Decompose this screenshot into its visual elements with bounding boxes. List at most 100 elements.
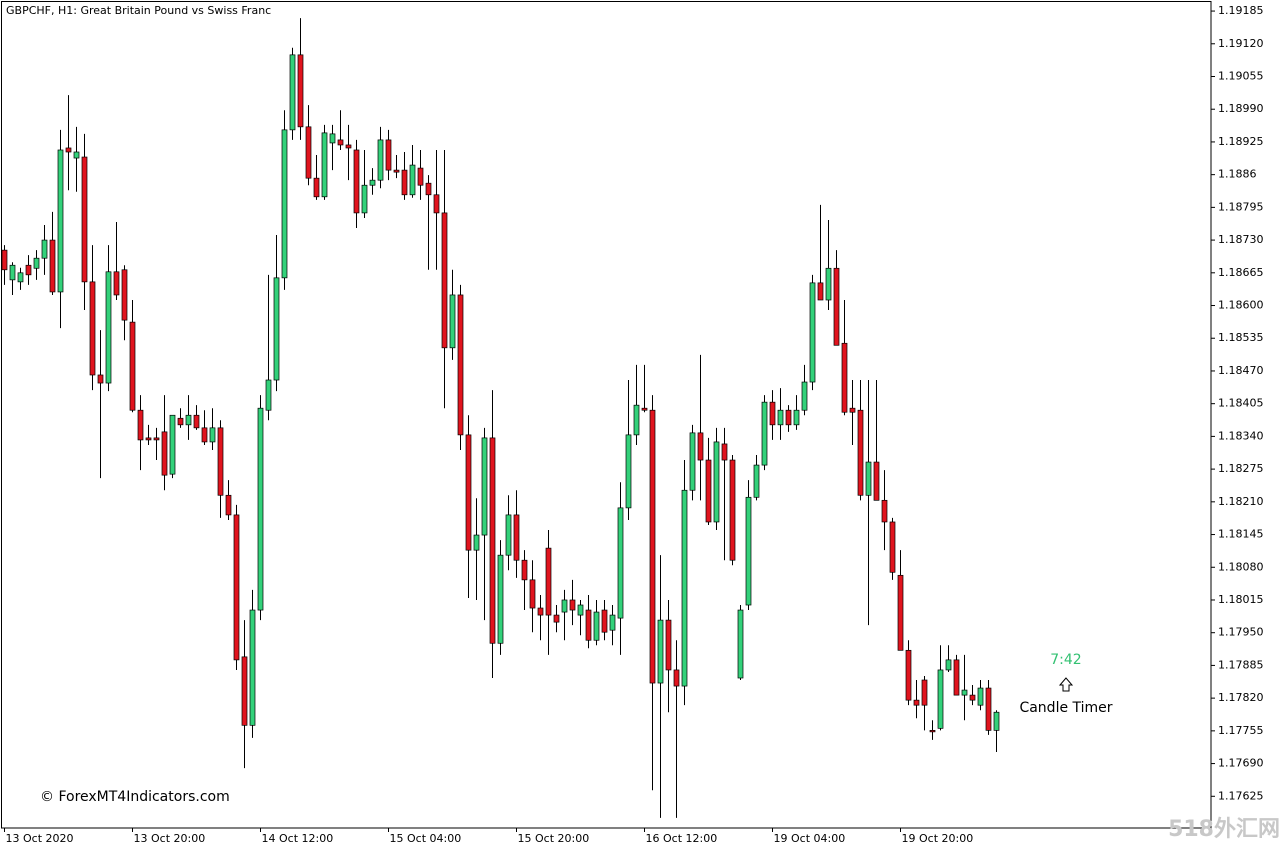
candle-body — [377, 139, 384, 181]
candle-body — [41, 239, 48, 259]
candle-body — [825, 267, 832, 301]
candle-body — [641, 407, 648, 411]
x-tick-label: 15 Oct 04:00 — [390, 832, 462, 845]
candle-body — [985, 687, 992, 731]
candle-body — [65, 147, 72, 153]
candle-body — [961, 689, 968, 696]
candle-body — [681, 489, 688, 687]
y-tick-label: 1.18470 — [1218, 364, 1264, 377]
candle-body — [745, 496, 752, 606]
candle-body — [609, 614, 616, 631]
candle-body — [145, 437, 152, 441]
candle-body — [393, 169, 400, 173]
chart-title: GBPCHF, H1: Great Britain Pound vs Swiss… — [6, 4, 271, 17]
candle-body — [937, 669, 944, 729]
y-tick-label: 1.1886 — [1218, 168, 1257, 181]
y-tick-label: 1.18925 — [1218, 135, 1264, 148]
y-tick-label: 1.18145 — [1218, 528, 1264, 541]
candle-body — [425, 182, 432, 196]
candle-body — [849, 407, 856, 413]
candle-body — [129, 321, 136, 411]
candle-body — [529, 579, 536, 609]
candle-body — [769, 401, 776, 426]
candle-body — [249, 609, 256, 726]
candle-body — [81, 156, 88, 283]
candle-body — [569, 599, 576, 611]
candle-body — [401, 169, 408, 196]
candle-body — [513, 514, 520, 561]
candle-body — [865, 461, 872, 496]
candle-body — [89, 281, 96, 376]
candle-body — [953, 659, 960, 696]
candle-body — [601, 609, 608, 633]
candle-body — [169, 414, 176, 475]
copyright: © ForexMT4Indicators.com — [40, 789, 230, 805]
candle-body — [905, 649, 912, 701]
candle-body — [361, 184, 368, 214]
candle-body — [489, 437, 496, 644]
y-tick-label: 1.18015 — [1218, 593, 1264, 606]
candle-body — [193, 414, 200, 429]
candle-body — [881, 499, 888, 523]
candle-body — [369, 179, 376, 186]
plot-frame — [1, 1, 1212, 829]
y-tick-label: 1.18600 — [1218, 299, 1264, 312]
y-tick-label: 1.18080 — [1218, 560, 1264, 573]
candle-body — [537, 607, 544, 616]
candle-body — [345, 144, 352, 149]
candle-body — [545, 547, 552, 616]
candle-body — [57, 149, 64, 293]
candle-body — [265, 379, 272, 411]
candle-body — [505, 514, 512, 556]
candle-body — [785, 409, 792, 426]
candle-body — [313, 177, 320, 198]
y-tick-label: 1.19120 — [1218, 37, 1264, 50]
candle-body — [185, 414, 192, 426]
candle-body — [801, 381, 808, 411]
candle-body — [105, 271, 112, 384]
candle-body — [585, 609, 592, 641]
y-tick-label: 1.18210 — [1218, 495, 1264, 508]
candle-body — [873, 461, 880, 501]
candle-body — [593, 611, 600, 641]
candle-body — [945, 659, 952, 671]
candle-body — [841, 342, 848, 413]
candle-body — [233, 514, 240, 661]
candle-body — [209, 427, 216, 443]
y-tick-label: 1.18990 — [1218, 102, 1264, 115]
candle-body — [305, 126, 312, 179]
watermark: 518外汇网 — [1168, 816, 1280, 842]
y-tick-label: 1.18730 — [1218, 233, 1264, 246]
candle-body — [121, 269, 128, 321]
x-tick-label: 16 Oct 12:00 — [646, 832, 718, 845]
candle-body — [577, 604, 584, 616]
candle-body — [633, 404, 640, 436]
candle-body — [353, 149, 360, 214]
candle-body — [857, 409, 864, 496]
candle-body — [977, 687, 984, 706]
candle-body — [561, 599, 568, 613]
candle-body — [969, 694, 976, 701]
candle-body — [889, 521, 896, 573]
y-tick-label: 1.18275 — [1218, 462, 1264, 475]
candle-body — [73, 151, 80, 159]
candle-body — [201, 427, 208, 443]
candle-body — [385, 139, 392, 171]
candle-body — [497, 554, 504, 644]
candle-body — [833, 267, 840, 346]
candle-body — [33, 257, 40, 269]
candle-body — [409, 164, 416, 196]
y-tick-label: 1.18665 — [1218, 266, 1264, 279]
candle-body — [25, 264, 32, 276]
candle-body — [817, 282, 824, 301]
candle-body — [729, 459, 736, 561]
y-tick-label: 1.18535 — [1218, 331, 1264, 344]
candle-body — [697, 432, 704, 461]
candle-body — [457, 294, 464, 436]
y-tick-label: 1.17625 — [1218, 789, 1264, 802]
candle-body — [777, 409, 784, 426]
candle-body — [417, 167, 424, 186]
candle-body — [689, 432, 696, 491]
candle-body — [217, 427, 224, 496]
x-tick-label: 14 Oct 12:00 — [262, 832, 334, 845]
